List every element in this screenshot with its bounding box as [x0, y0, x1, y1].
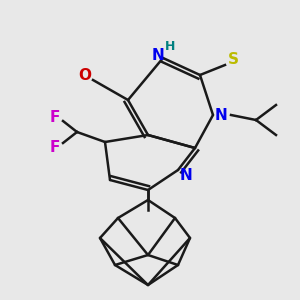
Text: S: S	[227, 52, 239, 68]
Text: N: N	[152, 47, 164, 62]
Text: H: H	[165, 40, 175, 52]
Text: N: N	[214, 107, 227, 122]
Text: O: O	[79, 68, 92, 82]
Text: N: N	[180, 167, 192, 182]
Text: F: F	[50, 140, 60, 154]
Text: F: F	[50, 110, 60, 124]
